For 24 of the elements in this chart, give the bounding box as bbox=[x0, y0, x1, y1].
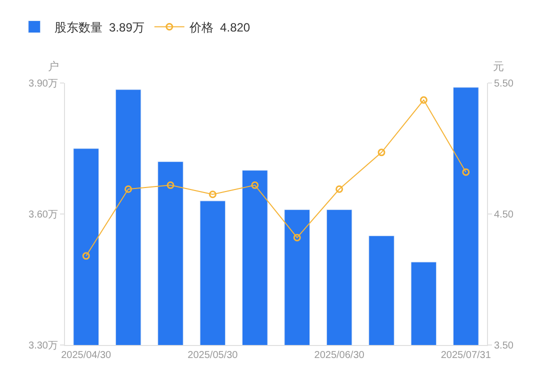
point bbox=[378, 148, 386, 156]
point bbox=[166, 181, 174, 189]
point bbox=[293, 234, 301, 242]
y-tick-label: 3.60万 bbox=[28, 210, 58, 220]
point bbox=[208, 190, 216, 198]
point bbox=[251, 181, 259, 189]
y-tick-label: 3.30万 bbox=[28, 340, 58, 352]
point bbox=[462, 168, 470, 176]
y2-axis-title: 元 bbox=[493, 61, 504, 73]
legend-label: 价格 4.820 bbox=[188, 20, 250, 34]
y2-tick-label: 4.50 bbox=[494, 210, 514, 220]
point bbox=[420, 96, 428, 104]
x-tick-label: 2025/05/30 bbox=[188, 350, 238, 361]
point bbox=[336, 185, 344, 193]
x-tick-label: 2025/04/30 bbox=[61, 350, 112, 361]
point bbox=[82, 252, 90, 260]
legend-label: 股东数量 3.89万 bbox=[54, 20, 144, 34]
y2-tick-label: 5.50 bbox=[494, 78, 514, 90]
y2-tick-label: 3.50 bbox=[494, 340, 514, 352]
y-tick-label: 3.90万 bbox=[28, 78, 58, 90]
x-tick-label: 2025/06/30 bbox=[314, 350, 365, 361]
x-tick-label: 2025/07/31 bbox=[440, 350, 492, 361]
y-axis-title: 户 bbox=[48, 60, 59, 73]
point bbox=[124, 185, 132, 193]
